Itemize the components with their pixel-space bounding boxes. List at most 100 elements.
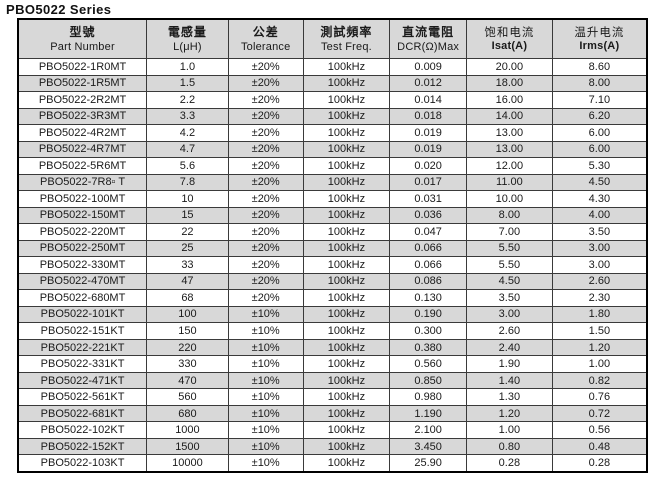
cell-irms: 0.48 [551, 437, 648, 456]
cell-tolerance: ±10% [227, 305, 304, 324]
cell-inductance: 4.7 [146, 140, 229, 159]
table-row: PBO5022-471KT 470 ±10% 100kHz 0.850 1.40 0.82 [17, 371, 648, 390]
cell-tolerance: ±20% [227, 157, 304, 175]
table-row: PBO5022-1R5MT 1.5 ±20% 100kHz 0.012 18.00 8.00 [17, 74, 648, 93]
cell-test-freq: 100kHz [302, 58, 391, 76]
cell-dcr: 2.100 [389, 421, 468, 439]
cell-part-number: PBO5022-250MT [17, 239, 148, 258]
column-header-tolerance: 公差 Tolerance [227, 18, 304, 59]
table-row: PBO5022-331KT 330 ±10% 100kHz 0.560 1.90 1.00 [17, 355, 648, 373]
cell-part-number: PBO5022-3R3MT [17, 107, 148, 126]
cell-inductance: 330 [146, 355, 229, 373]
cell-part-number: PBO5022-151KT [17, 322, 148, 340]
cell-irms: 4.50 [551, 173, 648, 192]
cell-part-number: PBO5022-680MT [17, 289, 148, 307]
table-row: PBO5022-250MT 25 ±20% 100kHz 0.066 5.50 3.00 [17, 239, 648, 258]
cell-isat: 10.00 [466, 190, 553, 208]
column-header-en: Isat(A) [491, 40, 528, 53]
table-row: PBO5022-7R8▫ T 7.8 ±20% 100kHz 0.017 11.00 4.5… [17, 173, 648, 192]
cell-part-number: PBO5022-100MT [17, 190, 148, 208]
cell-test-freq: 100kHz [302, 388, 391, 406]
cell-test-freq: 100kHz [302, 239, 391, 258]
cell-isat: 5.50 [466, 256, 553, 274]
cell-isat: 8.00 [466, 206, 553, 225]
column-header-test-freq: 測試頻率 Test Freq. [302, 18, 391, 59]
column-header-en: Part Number [50, 40, 115, 53]
cell-tolerance: ±20% [227, 289, 304, 307]
cell-inductance: 15 [146, 206, 229, 225]
cell-isat: 5.50 [466, 239, 553, 258]
cell-inductance: 100 [146, 305, 229, 324]
cell-dcr: 0.560 [389, 355, 468, 373]
table-row: PBO5022-4R7MT 4.7 ±20% 100kHz 0.019 13.00 6.00 [17, 140, 648, 159]
cell-isat: 3.00 [466, 305, 553, 324]
cell-tolerance: ±10% [227, 404, 304, 423]
cell-test-freq: 100kHz [302, 74, 391, 93]
cell-dcr: 1.190 [389, 404, 468, 423]
cell-isat: 7.00 [466, 223, 553, 241]
cell-irms: 0.82 [551, 371, 648, 390]
cell-inductance: 7.8 [146, 173, 229, 192]
column-header-inductance: 電感量 L(μH) [146, 18, 229, 59]
cell-tolerance: ±10% [227, 322, 304, 340]
cell-dcr: 0.850 [389, 371, 468, 390]
cell-tolerance: ±20% [227, 206, 304, 225]
cell-dcr: 0.031 [389, 190, 468, 208]
cell-irms: 0.76 [551, 388, 648, 406]
cell-part-number: PBO5022-150MT [17, 206, 148, 225]
cell-test-freq: 100kHz [302, 404, 391, 423]
cell-inductance: 1500 [146, 437, 229, 456]
cell-test-freq: 100kHz [302, 223, 391, 241]
column-header-en: DCR(Ω)Max [397, 40, 460, 53]
cell-tolerance: ±20% [227, 173, 304, 192]
cell-dcr: 0.130 [389, 289, 468, 307]
cell-part-number: PBO5022-471KT [17, 371, 148, 390]
cell-irms: 4.30 [551, 190, 648, 208]
cell-tolerance: ±20% [227, 91, 304, 109]
cell-isat: 1.40 [466, 371, 553, 390]
column-header-part-number: 型號 Part Number [17, 18, 148, 59]
cell-irms: 0.72 [551, 404, 648, 423]
table-body: PBO5022-1R0MT 1.0 ±20% 100kHz 0.009 20.00 8.60… [17, 58, 648, 473]
cell-inductance: 22 [146, 223, 229, 241]
cell-inductance: 2.2 [146, 91, 229, 109]
cell-dcr: 0.019 [389, 124, 468, 142]
cell-test-freq: 100kHz [302, 371, 391, 390]
cell-test-freq: 100kHz [302, 338, 391, 357]
table-row: PBO5022-103KT 10000 ±10% 100kHz 25.90 0.28 0.2… [17, 454, 648, 473]
cell-tolerance: ±10% [227, 338, 304, 357]
cell-test-freq: 100kHz [302, 272, 391, 291]
cell-irms: 6.00 [551, 124, 648, 142]
cell-test-freq: 100kHz [302, 289, 391, 307]
cell-part-number: PBO5022-102KT [17, 421, 148, 439]
cell-irms: 0.56 [551, 421, 648, 439]
cell-dcr: 0.190 [389, 305, 468, 324]
cell-tolerance: ±20% [227, 124, 304, 142]
cell-dcr: 0.980 [389, 388, 468, 406]
cell-irms: 6.20 [551, 107, 648, 126]
series-title: PBO5022 Series [6, 2, 112, 17]
cell-isat: 13.00 [466, 140, 553, 159]
cell-dcr: 0.047 [389, 223, 468, 241]
cell-isat: 1.00 [466, 421, 553, 439]
cell-inductance: 10 [146, 190, 229, 208]
cell-tolerance: ±20% [227, 58, 304, 76]
cell-dcr: 0.300 [389, 322, 468, 340]
cell-isat: 1.20 [466, 404, 553, 423]
cell-test-freq: 100kHz [302, 421, 391, 439]
cell-inductance: 5.6 [146, 157, 229, 175]
cell-irms: 4.00 [551, 206, 648, 225]
cell-part-number: PBO5022-4R2MT [17, 124, 148, 142]
cell-test-freq: 100kHz [302, 206, 391, 225]
cell-test-freq: 100kHz [302, 91, 391, 109]
cell-test-freq: 100kHz [302, 437, 391, 456]
cell-test-freq: 100kHz [302, 256, 391, 274]
table-row: PBO5022-101KT 100 ±10% 100kHz 0.190 3.00 1.80 [17, 305, 648, 324]
cell-dcr: 0.012 [389, 74, 468, 93]
cell-tolerance: ±20% [227, 107, 304, 126]
cell-tolerance: ±10% [227, 454, 304, 473]
cell-tolerance: ±20% [227, 190, 304, 208]
cell-irms: 2.30 [551, 289, 648, 307]
cell-inductance: 560 [146, 388, 229, 406]
cell-isat: 1.30 [466, 388, 553, 406]
